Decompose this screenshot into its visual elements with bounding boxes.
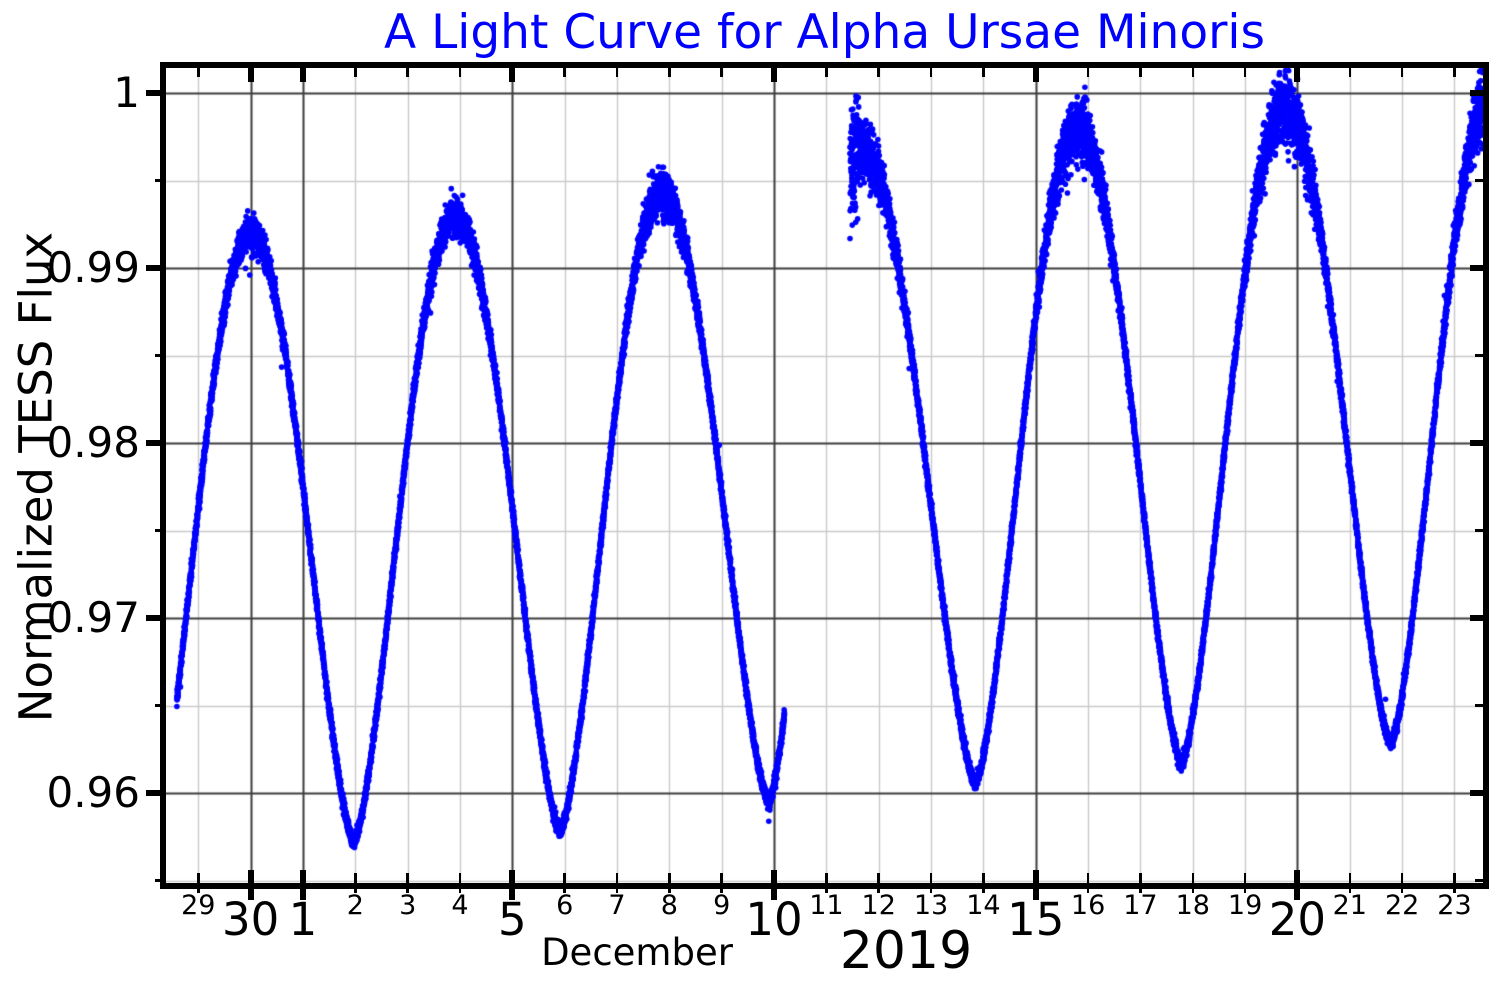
- y-axis-label: Normalized TESS Flux: [9, 231, 63, 723]
- x-tick-label-9: 9: [713, 890, 731, 921]
- x-axis-month-label: December: [541, 931, 733, 974]
- x-tick-label-20: 20: [1268, 893, 1327, 946]
- x-tick-label-13: 13: [913, 890, 949, 921]
- x-tick-label-23: 23: [1437, 890, 1472, 921]
- plot-frame: [160, 62, 1489, 889]
- x-tick-label-12: 12: [861, 890, 896, 921]
- x-tick-label-17: 17: [1123, 890, 1158, 921]
- x-tick-label-29: 29: [181, 890, 216, 921]
- x-tick-label-3: 3: [399, 890, 417, 921]
- chart-title: A Light Curve for Alpha Ursae Minoris: [384, 5, 1265, 60]
- x-tick-label-30: 30: [221, 893, 280, 946]
- x-tick-label-22: 22: [1384, 890, 1420, 921]
- x-tick-label-11: 11: [809, 890, 844, 921]
- x-tick-label-8: 8: [660, 890, 678, 921]
- x-tick-label-4: 4: [451, 890, 469, 921]
- x-tick-label-1: 1: [288, 893, 318, 946]
- x-tick-label-2: 2: [346, 890, 364, 921]
- x-tick-label-19: 19: [1227, 890, 1263, 921]
- x-axis-year-label: 2019: [839, 921, 973, 981]
- x-tick-label-7: 7: [608, 890, 626, 921]
- x-tick-label-16: 16: [1070, 890, 1106, 921]
- light-curve-canvas: [166, 68, 1483, 883]
- x-tick-label-18: 18: [1175, 890, 1210, 921]
- x-tick-label-21: 21: [1332, 890, 1367, 921]
- y-tick-label-0.96: 0.96: [46, 768, 140, 818]
- x-tick-label-6: 6: [556, 890, 574, 921]
- y-tick-label-1: 1: [113, 68, 140, 118]
- x-tick-label-14: 14: [966, 890, 1001, 921]
